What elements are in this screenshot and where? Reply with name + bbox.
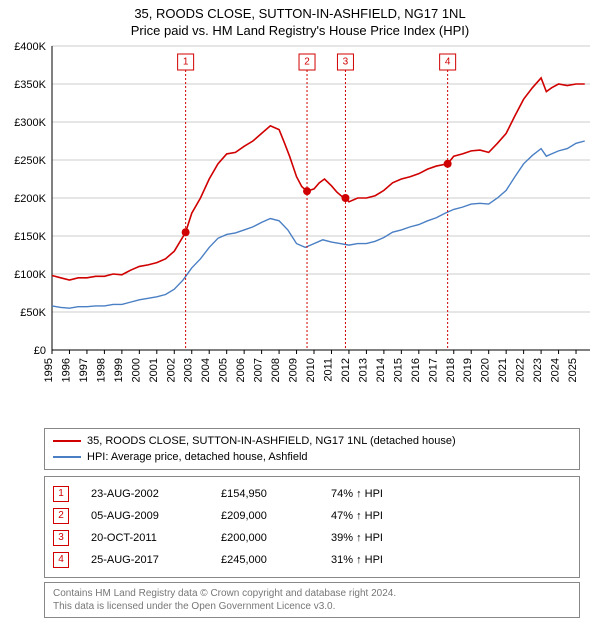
svg-text:2017: 2017 [427, 358, 439, 382]
svg-text:2018: 2018 [445, 358, 457, 382]
svg-text:1996: 1996 [60, 358, 72, 382]
svg-text:4: 4 [445, 57, 451, 68]
svg-text:2012: 2012 [340, 358, 352, 382]
chart-svg: £0 £50K £100K £150K £200K £250K £300K £350K £400… [0, 40, 600, 420]
svg-text:1998: 1998 [95, 358, 107, 382]
marker-badge: 4 [53, 552, 69, 568]
svg-text:2023: 2023 [532, 358, 544, 382]
table-row: 4 25-AUG-2017 £245,000 31% ↑ HPI [53, 549, 571, 571]
svg-text:£300K: £300K [14, 117, 46, 129]
svg-text:2009: 2009 [288, 358, 300, 382]
footer-line: Contains HM Land Registry data © Crown c… [53, 587, 571, 600]
svg-text:1999: 1999 [113, 358, 125, 382]
tx-pct: 47% ↑ HPI [331, 510, 431, 522]
footer: Contains HM Land Registry data © Crown c… [44, 582, 580, 618]
tx-price: £245,000 [221, 554, 331, 566]
legend-swatch [53, 456, 81, 458]
tx-date: 05-AUG-2009 [91, 510, 221, 522]
table-row: 2 05-AUG-2009 £209,000 47% ↑ HPI [53, 505, 571, 527]
legend-label: HPI: Average price, detached house, Ashf… [87, 451, 308, 463]
transactions-table: 1 23-AUG-2002 £154,950 74% ↑ HPI 2 05-AU… [44, 476, 580, 578]
svg-text:1997: 1997 [78, 358, 90, 382]
marker-badge: 3 [53, 530, 69, 546]
legend-label: 35, ROODS CLOSE, SUTTON-IN-ASHFIELD, NG1… [87, 435, 456, 447]
svg-text:2006: 2006 [235, 358, 247, 382]
svg-text:2004: 2004 [200, 358, 212, 382]
table-row: 1 23-AUG-2002 £154,950 74% ↑ HPI [53, 483, 571, 505]
legend-swatch [53, 440, 81, 442]
marker-badge: 1 [53, 486, 69, 502]
svg-text:2011: 2011 [322, 358, 334, 382]
svg-text:2005: 2005 [218, 358, 230, 382]
svg-text:3: 3 [343, 57, 349, 68]
svg-text:2010: 2010 [305, 358, 317, 382]
svg-text:2013: 2013 [357, 358, 369, 382]
tx-pct: 74% ↑ HPI [331, 488, 431, 500]
title-block: 35, ROODS CLOSE, SUTTON-IN-ASHFIELD, NG1… [0, 0, 600, 40]
tx-pct: 39% ↑ HPI [331, 532, 431, 544]
legend-row: HPI: Average price, detached house, Ashf… [53, 449, 571, 465]
svg-text:2019: 2019 [462, 358, 474, 382]
title-sub: Price paid vs. HM Land Registry's House … [0, 23, 600, 38]
svg-text:2000: 2000 [130, 358, 142, 382]
tx-date: 20-OCT-2011 [91, 532, 221, 544]
svg-text:1: 1 [183, 57, 189, 68]
svg-text:2014: 2014 [375, 358, 387, 382]
footer-line: This data is licensed under the Open Gov… [53, 600, 571, 613]
svg-text:£250K: £250K [14, 155, 46, 167]
chart: £0 £50K £100K £150K £200K £250K £300K £350K £400… [0, 40, 600, 420]
legend: 35, ROODS CLOSE, SUTTON-IN-ASHFIELD, NG1… [44, 428, 580, 470]
tx-date: 23-AUG-2002 [91, 488, 221, 500]
svg-text:£0: £0 [34, 345, 46, 357]
legend-row: 35, ROODS CLOSE, SUTTON-IN-ASHFIELD, NG1… [53, 433, 571, 449]
svg-text:2003: 2003 [183, 358, 195, 382]
svg-text:2: 2 [304, 57, 310, 68]
svg-text:2015: 2015 [392, 358, 404, 382]
svg-text:2022: 2022 [515, 358, 527, 382]
svg-text:£200K: £200K [14, 193, 46, 205]
tx-pct: 31% ↑ HPI [331, 554, 431, 566]
title-main: 35, ROODS CLOSE, SUTTON-IN-ASHFIELD, NG1… [0, 6, 600, 21]
svg-text:1995: 1995 [43, 358, 55, 382]
tx-date: 25-AUG-2017 [91, 554, 221, 566]
tx-price: £200,000 [221, 532, 331, 544]
svg-text:£350K: £350K [14, 79, 46, 91]
svg-text:2008: 2008 [270, 358, 282, 382]
svg-text:2024: 2024 [550, 358, 562, 382]
tx-price: £209,000 [221, 510, 331, 522]
svg-text:£150K: £150K [14, 231, 46, 243]
svg-text:2016: 2016 [410, 358, 422, 382]
svg-text:£50K: £50K [20, 307, 46, 319]
svg-text:2021: 2021 [497, 358, 509, 382]
svg-text:£100K: £100K [14, 269, 46, 281]
svg-text:2025: 2025 [567, 358, 579, 382]
svg-text:2002: 2002 [165, 358, 177, 382]
svg-text:2020: 2020 [480, 358, 492, 382]
svg-text:2001: 2001 [148, 358, 160, 382]
svg-text:£400K: £400K [14, 41, 46, 53]
table-row: 3 20-OCT-2011 £200,000 39% ↑ HPI [53, 527, 571, 549]
marker-badge: 2 [53, 508, 69, 524]
svg-text:2007: 2007 [253, 358, 265, 382]
tx-price: £154,950 [221, 488, 331, 500]
